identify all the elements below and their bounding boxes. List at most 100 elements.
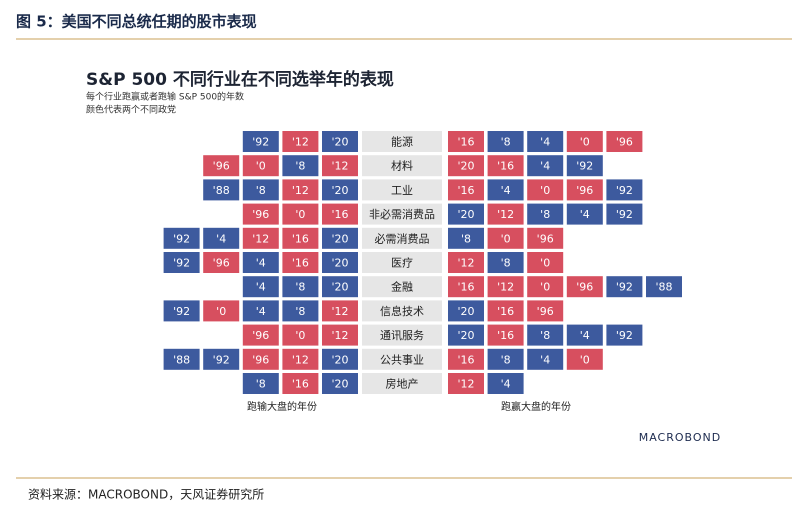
- year-label: '0: [580, 353, 590, 366]
- year-label: '16: [457, 353, 474, 366]
- sector-box: [362, 227, 442, 249]
- year-label: '12: [292, 136, 309, 149]
- year-cell: [203, 227, 240, 249]
- figure-title: S&P 500 不同行业在不同选举年的表现: [86, 69, 394, 90]
- year-cell: [487, 252, 524, 273]
- year-label: '20: [331, 136, 348, 149]
- year-cell: [487, 155, 524, 177]
- year-label: '92: [213, 353, 230, 366]
- year-label: '0: [295, 208, 305, 221]
- year-label: '0: [256, 160, 266, 173]
- year-cell: [242, 179, 279, 201]
- year-cell: [282, 155, 319, 177]
- year-label: '8: [501, 257, 511, 270]
- year-label: '92: [616, 208, 633, 221]
- year-cell: [527, 155, 564, 177]
- year-cell: [448, 348, 484, 370]
- year-cell: [322, 203, 358, 225]
- year-cell: [527, 252, 564, 273]
- year-cell: [527, 348, 564, 370]
- year-label: '8: [540, 208, 550, 221]
- sector-label: 信息技术: [380, 304, 424, 318]
- year-label: '20: [331, 184, 348, 197]
- year-cell: [242, 203, 279, 225]
- year-label: '92: [576, 160, 593, 173]
- year-cell: [322, 300, 358, 322]
- year-cell: [242, 348, 279, 370]
- year-label: '92: [173, 232, 190, 245]
- year-label: '12: [331, 160, 348, 173]
- sector-label: 通讯服务: [380, 329, 424, 342]
- year-label: '0: [540, 184, 550, 197]
- year-label: '16: [497, 329, 514, 342]
- year-label: '0: [216, 305, 226, 318]
- year-cell: [282, 203, 319, 225]
- year-cell: [282, 373, 319, 394]
- year-cell: [242, 373, 279, 394]
- year-cell: [282, 252, 319, 273]
- year-cell: [566, 348, 603, 370]
- year-cell: [322, 227, 358, 249]
- subtitle: 每个行业跑赢或者跑输 S&P 500的年数: [86, 91, 244, 103]
- year-cell: [606, 203, 643, 225]
- year-cell: [163, 227, 200, 249]
- year-label: '92: [616, 184, 633, 197]
- year-label: '20: [457, 160, 474, 173]
- year-label: '88: [173, 353, 190, 366]
- year-label: '16: [497, 160, 514, 173]
- year-cell: [322, 348, 358, 370]
- year-label: '12: [331, 329, 348, 342]
- year-cell: [646, 276, 682, 298]
- year-label: '8: [501, 353, 511, 366]
- year-label: '20: [331, 378, 348, 391]
- year-cell: [282, 276, 319, 298]
- year-cell: [448, 373, 484, 394]
- year-cell: [242, 276, 279, 298]
- year-cell: [448, 227, 484, 249]
- sector-box: [362, 203, 442, 225]
- year-cell: [242, 324, 279, 346]
- year-label: '4: [580, 329, 590, 342]
- year-label: '8: [461, 232, 471, 245]
- year-label: '16: [292, 232, 309, 245]
- year-label: '96: [537, 232, 554, 245]
- year-label: '16: [292, 378, 309, 391]
- subtitle: 颜色代表两个不同政党: [86, 104, 176, 116]
- year-cell: [282, 131, 319, 152]
- logo: MACROBOND: [639, 431, 722, 444]
- sector-box: [362, 155, 442, 177]
- sector-label: 能源: [391, 135, 413, 149]
- sector-box: [362, 300, 442, 322]
- year-label: '12: [292, 184, 309, 197]
- year-cell: [487, 276, 524, 298]
- year-cell: [487, 179, 524, 201]
- year-label: '96: [576, 281, 593, 294]
- year-label: '92: [173, 257, 190, 270]
- header-title: 图 5：美国不同总统任期的股市表现: [16, 13, 257, 31]
- sector-label: 材料: [391, 159, 413, 173]
- sector-box: [362, 276, 442, 298]
- year-label: '96: [252, 208, 269, 221]
- year-label: '12: [457, 257, 474, 270]
- year-label: '20: [457, 329, 474, 342]
- year-label: '8: [256, 184, 266, 197]
- year-label: '4: [256, 257, 266, 270]
- year-cell: [566, 324, 603, 346]
- year-label: '20: [457, 305, 474, 318]
- year-label: '4: [540, 136, 550, 149]
- year-cell: [527, 227, 564, 249]
- year-cell: [282, 300, 319, 322]
- year-cell: [448, 179, 484, 201]
- year-cell: [487, 324, 524, 346]
- year-label: '4: [540, 353, 550, 366]
- year-cell: [203, 252, 240, 273]
- year-label: '92: [173, 305, 190, 318]
- year-label: '92: [616, 329, 633, 342]
- year-cell: [566, 203, 603, 225]
- year-cell: [606, 179, 643, 201]
- year-cell: [322, 252, 358, 273]
- year-cell: [242, 155, 279, 177]
- year-cell: [448, 276, 484, 298]
- sector-box: [362, 348, 442, 370]
